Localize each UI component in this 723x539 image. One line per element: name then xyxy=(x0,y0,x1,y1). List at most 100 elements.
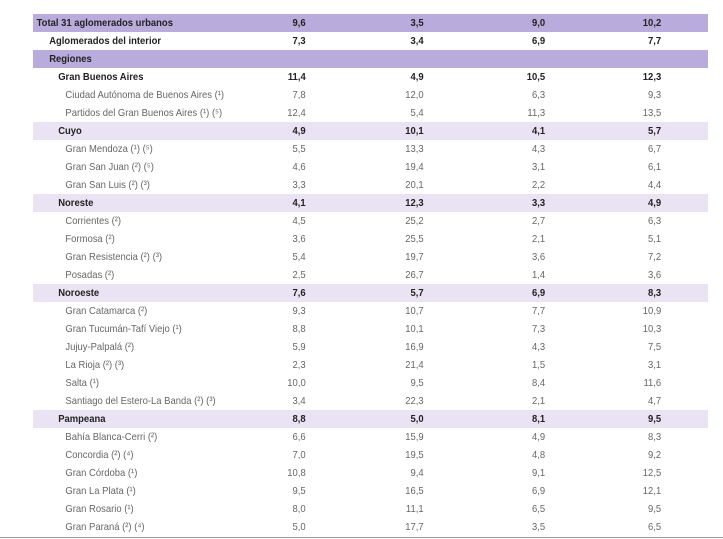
cell-value: 9,5 xyxy=(410,377,424,389)
cell-value: 2,2 xyxy=(531,179,546,191)
row-label: Gran Paraná (²) (⁴) xyxy=(65,521,145,533)
table-group-row: Regiones xyxy=(33,50,708,68)
cell-value: 3,1 xyxy=(531,161,546,173)
cell-value: 7,7 xyxy=(531,305,546,317)
table-row: Gran Paraná (²) (⁴) 5,0 17,7 3,5 6,5 xyxy=(33,518,708,536)
table-row: Partidos del Gran Buenos Aires (¹) (⁵) 12… xyxy=(33,104,708,122)
cell-value: 7,0 xyxy=(292,449,306,461)
cell-value: 4,9 xyxy=(292,125,306,137)
cell-value: 12,5 xyxy=(642,467,662,479)
cell-value: 7,5 xyxy=(648,341,662,353)
cell-value: 3,5 xyxy=(410,17,424,29)
cell-value: 5,0 xyxy=(410,413,424,425)
cell-value: 16,9 xyxy=(405,341,424,353)
row-label: Ciudad Autónoma de Buenos Aires (¹) xyxy=(65,89,225,101)
cell-value: 13,5 xyxy=(642,107,662,119)
cell-value: 10,8 xyxy=(287,467,306,479)
cell-value: 7,2 xyxy=(648,251,662,263)
row-label: Gran Rosario (¹) xyxy=(65,503,134,515)
cell-value: 2,1 xyxy=(531,233,546,245)
cell-value: 9,3 xyxy=(648,89,662,101)
table-row: Formosa (²) 3,6 25,5 2,1 5,1 xyxy=(33,230,708,248)
cell-value: 6,1 xyxy=(648,161,662,173)
table-group-row: Gran Buenos Aires 11,4 4,9 10,5 12,3 xyxy=(33,68,708,86)
cell-value: 21,4 xyxy=(405,359,424,371)
row-label: Gran Córdoba (¹) xyxy=(65,467,138,479)
cell-value: 1,5 xyxy=(531,359,546,371)
row-label: Aglomerados del interior xyxy=(49,35,162,47)
cell-value: 1,4 xyxy=(531,269,546,281)
table-row: Salta (¹) 10,0 9,5 8,4 11,6 xyxy=(33,374,708,392)
table-row: Posadas (²) 2,5 26,7 1,4 3,6 xyxy=(33,266,708,284)
cell-value: 12,4 xyxy=(287,107,306,119)
cell-value: 12,1 xyxy=(642,485,662,497)
cell-value: 11,1 xyxy=(405,503,424,515)
cell-value: 7,8 xyxy=(292,89,306,101)
row-label: Bahía Blanca-Cerri (²) xyxy=(65,431,158,443)
row-label: Santiago del Estero-La Banda (²) (³) xyxy=(65,395,216,407)
cell-value: 4,8 xyxy=(531,449,546,461)
row-label: Pampeana xyxy=(58,413,106,425)
cell-value: 4,6 xyxy=(292,161,306,173)
cell-value: 5,5 xyxy=(292,143,306,155)
table-row: Bahía Blanca-Cerri (²) 6,6 15,9 4,9 8,3 xyxy=(33,428,708,446)
cell-value: 6,5 xyxy=(531,503,546,515)
table-group-row: Pampeana 8,8 5,0 8,1 9,5 xyxy=(33,410,708,428)
table-row: Gran San Luis (²) (³) 3,3 20,1 2,2 4,4 xyxy=(33,176,708,194)
cell-value: 3,6 xyxy=(531,251,546,263)
cell-value: 9,2 xyxy=(648,449,662,461)
cell-value: 9,1 xyxy=(531,467,546,479)
cell-value: 11,6 xyxy=(643,377,662,389)
cell-value: 3,5 xyxy=(531,521,546,533)
cell-value: 3,3 xyxy=(531,197,546,209)
cell-value: 8,0 xyxy=(292,503,306,515)
cell-value: 4,4 xyxy=(648,179,662,191)
cell-value: 5,0 xyxy=(292,521,306,533)
cell-value: 11,4 xyxy=(287,71,306,83)
cell-value: 5,1 xyxy=(648,233,662,245)
row-label: Noroeste xyxy=(58,287,100,299)
cell-value: 9,5 xyxy=(648,503,662,515)
cell-value: 10,2 xyxy=(642,17,662,29)
cell-value: 4,1 xyxy=(292,197,306,209)
cell-value: 6,3 xyxy=(531,89,546,101)
cell-value: 6,3 xyxy=(648,215,662,227)
cell-value: 10,1 xyxy=(405,125,424,137)
cell-value: 17,7 xyxy=(405,521,424,533)
row-label: Total 31 aglomerados urbanos xyxy=(36,17,173,29)
table-row: Gran Resistencia (²) (³) 5,4 19,7 3,6 7,2 xyxy=(33,248,708,266)
row-label: Gran Buenos Aires xyxy=(58,71,144,83)
table-row: La Rioja (²) (³) 2,3 21,4 1,5 3,1 xyxy=(33,356,708,374)
cell-value: 26,7 xyxy=(405,269,424,281)
row-label: Gran Mendoza (¹) (⁵) xyxy=(65,143,153,155)
cell-value: 16,5 xyxy=(405,485,424,497)
table-group-row: Cuyo 4,9 10,1 4,1 5,7 xyxy=(33,122,708,140)
cell-value: 9,3 xyxy=(292,305,306,317)
cell-value: 8,1 xyxy=(531,413,546,425)
cell-value: 8,4 xyxy=(531,377,546,389)
table-row: Gran Mendoza (¹) (⁵) 5,5 13,3 4,3 6,7 xyxy=(33,140,708,158)
cell-value: 19,4 xyxy=(405,161,424,173)
table-row: Gran Catamarca (²) 9,3 10,7 7,7 10,9 xyxy=(33,302,708,320)
cell-value: 3,1 xyxy=(648,359,662,371)
table-row: Concordia (²) (⁴) 7,0 19,5 4,8 9,2 xyxy=(33,446,708,464)
row-label: Salta (¹) xyxy=(65,377,100,389)
cell-value: 10,9 xyxy=(642,305,662,317)
cell-value: 3,3 xyxy=(292,179,306,191)
cell-value: 4,9 xyxy=(648,197,662,209)
cell-value: 2,5 xyxy=(292,269,306,281)
row-label: Regiones xyxy=(49,53,92,65)
cell-value: 3,4 xyxy=(410,35,424,47)
cell-value: 4,9 xyxy=(531,431,546,443)
table-row: Jujuy-Palpalá (²) 5,9 16,9 4,3 7,5 xyxy=(33,338,708,356)
cell-value: 13,3 xyxy=(405,143,424,155)
cell-value: 4,7 xyxy=(648,395,662,407)
cell-value: 7,6 xyxy=(292,287,306,299)
table-group-row: Noreste 4,1 12,3 3,3 4,9 xyxy=(33,194,708,212)
row-label: Gran Resistencia (²) (³) xyxy=(65,251,163,263)
cell-value: 5,7 xyxy=(648,125,662,137)
row-label: Gran La Plata (¹) xyxy=(65,485,136,497)
cell-value: 2,1 xyxy=(531,395,546,407)
cell-value: 5,4 xyxy=(410,107,424,119)
row-label: Gran San Luis (²) (³) xyxy=(65,179,150,191)
